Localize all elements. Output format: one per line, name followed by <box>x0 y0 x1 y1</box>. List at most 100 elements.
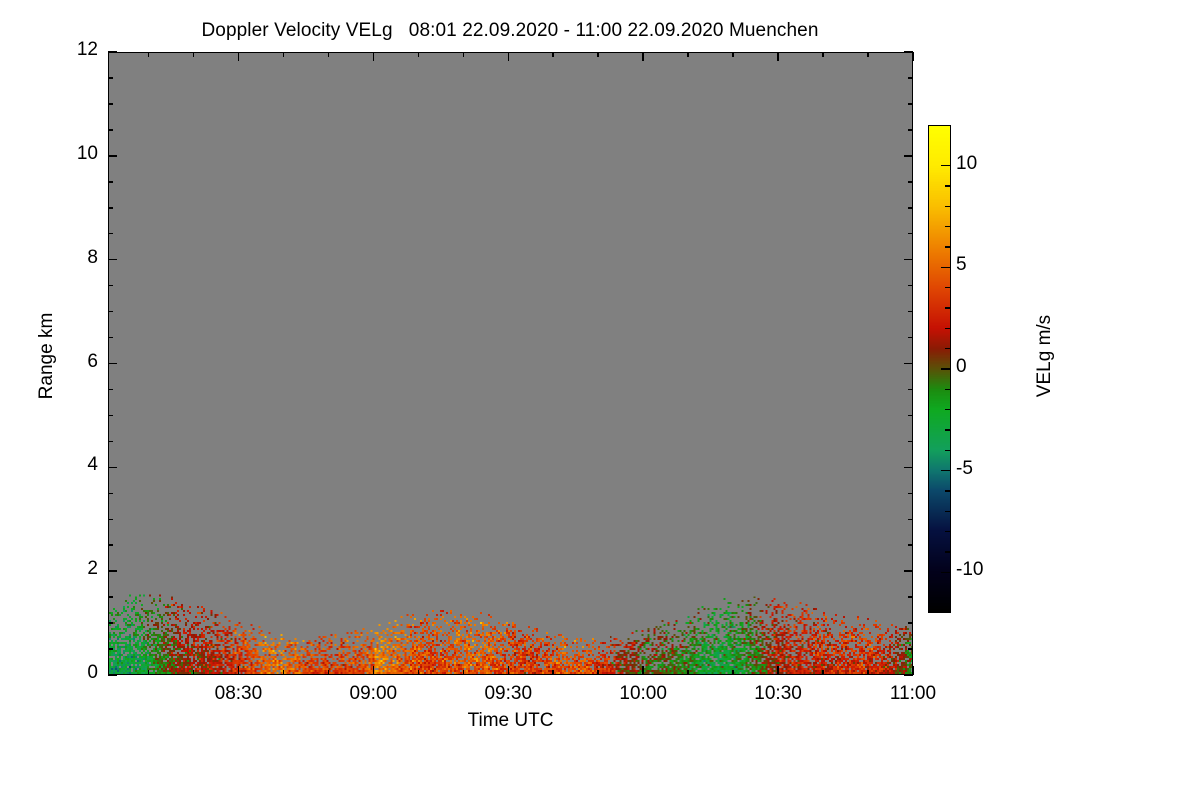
colorbar-tick <box>945 429 951 431</box>
y-tick-right <box>904 570 913 572</box>
x-tick <box>282 670 285 675</box>
doppler-heatmap-canvas <box>109 53 912 674</box>
x-tick-top <box>237 52 240 61</box>
y-tick-right <box>908 388 913 391</box>
x-tick <box>147 670 150 675</box>
y-tick-label: 10 <box>76 142 98 164</box>
x-tick <box>192 670 195 675</box>
y-tick-right <box>908 544 913 546</box>
x-tick-top <box>192 52 195 57</box>
y-tick <box>108 258 117 261</box>
y-tick-right <box>908 181 913 183</box>
y-tick <box>108 596 113 598</box>
x-axis-title: Time UTC <box>467 710 554 731</box>
colorbar-tick <box>945 246 951 248</box>
y-tick-right <box>908 310 913 313</box>
x-tick <box>237 666 240 675</box>
y-tick <box>108 388 113 391</box>
x-tick-top <box>417 52 420 57</box>
colorbar-tick-label: 0 <box>956 356 967 377</box>
y-tick-label: 2 <box>87 558 98 580</box>
x-tick-top <box>777 52 779 61</box>
colorbar-tick <box>945 347 951 350</box>
x-tick-label: 10:30 <box>754 683 802 704</box>
plot-area <box>108 52 913 675</box>
y-tick-right <box>904 51 913 53</box>
x-tick <box>732 670 734 675</box>
colorbar-tick <box>941 164 951 167</box>
y-tick <box>108 310 113 313</box>
colorbar-tick <box>945 551 951 553</box>
colorbar-tick <box>945 307 951 309</box>
y-tick <box>108 674 117 676</box>
y-tick-right <box>908 440 913 443</box>
x-tick-label: 09:30 <box>484 683 533 704</box>
y-tick-right <box>908 596 913 598</box>
x-tick <box>912 666 914 675</box>
x-tick-top <box>597 52 599 57</box>
colorbar-tick <box>945 286 951 289</box>
y-tick-right <box>908 414 913 417</box>
y-tick <box>108 648 113 650</box>
y-tick-label: 12 <box>76 39 98 60</box>
y-tick-label: 6 <box>87 350 98 372</box>
y-tick <box>108 570 117 572</box>
colorbar-tick <box>945 510 951 513</box>
colorbar-tick <box>945 530 951 533</box>
y-axis-title: Range km <box>36 312 57 400</box>
colorbar-tick <box>945 449 951 452</box>
x-tick <box>372 666 375 675</box>
x-tick-top <box>912 52 914 61</box>
y-tick <box>108 51 117 53</box>
x-tick-top <box>867 52 869 57</box>
x-tick-top <box>507 52 509 61</box>
y-tick <box>108 414 113 417</box>
y-tick-right <box>904 155 913 157</box>
y-tick-right <box>908 622 913 624</box>
x-tick-top <box>372 52 375 61</box>
y-tick-right <box>908 518 913 520</box>
y-tick <box>108 207 113 209</box>
x-tick-top <box>822 52 824 57</box>
y-tick <box>108 336 113 339</box>
x-tick-top <box>687 52 689 57</box>
y-tick <box>108 518 113 520</box>
y-tick <box>108 440 113 443</box>
colorbar-tick <box>945 205 951 208</box>
y-tick <box>108 362 117 365</box>
y-tick-right <box>908 336 913 339</box>
colorbar-tick <box>941 469 951 472</box>
x-tick <box>822 670 824 675</box>
x-tick <box>462 670 465 675</box>
y-tick <box>108 181 113 183</box>
y-tick <box>108 466 117 469</box>
colorbar-gradient <box>929 126 950 612</box>
x-tick <box>777 666 779 675</box>
x-tick-top <box>327 52 330 57</box>
colorbar-tick-label: -5 <box>956 457 973 479</box>
x-tick-label: 09:00 <box>349 683 398 704</box>
y-tick-right <box>908 648 913 650</box>
colorbar-tick <box>945 327 951 330</box>
y-tick-right <box>908 492 913 495</box>
colorbar-tick-label: 10 <box>956 152 978 174</box>
colorbar-tick <box>941 368 951 370</box>
x-tick-top <box>282 52 285 57</box>
x-tick-top <box>642 52 644 61</box>
y-tick-right <box>904 258 913 261</box>
colorbar-tick <box>945 490 951 492</box>
y-tick-label: 0 <box>87 662 98 683</box>
colorbar-tick <box>941 571 951 574</box>
y-tick-right <box>904 362 913 365</box>
y-tick <box>108 492 113 495</box>
y-tick-right <box>908 232 913 235</box>
colorbar-tick <box>941 266 951 269</box>
y-tick-right <box>908 77 913 79</box>
x-tick <box>552 670 554 675</box>
y-tick <box>108 155 117 157</box>
y-tick-right <box>904 674 913 676</box>
y-tick-right <box>908 207 913 209</box>
y-tick <box>108 232 113 235</box>
x-tick-top <box>462 52 465 57</box>
